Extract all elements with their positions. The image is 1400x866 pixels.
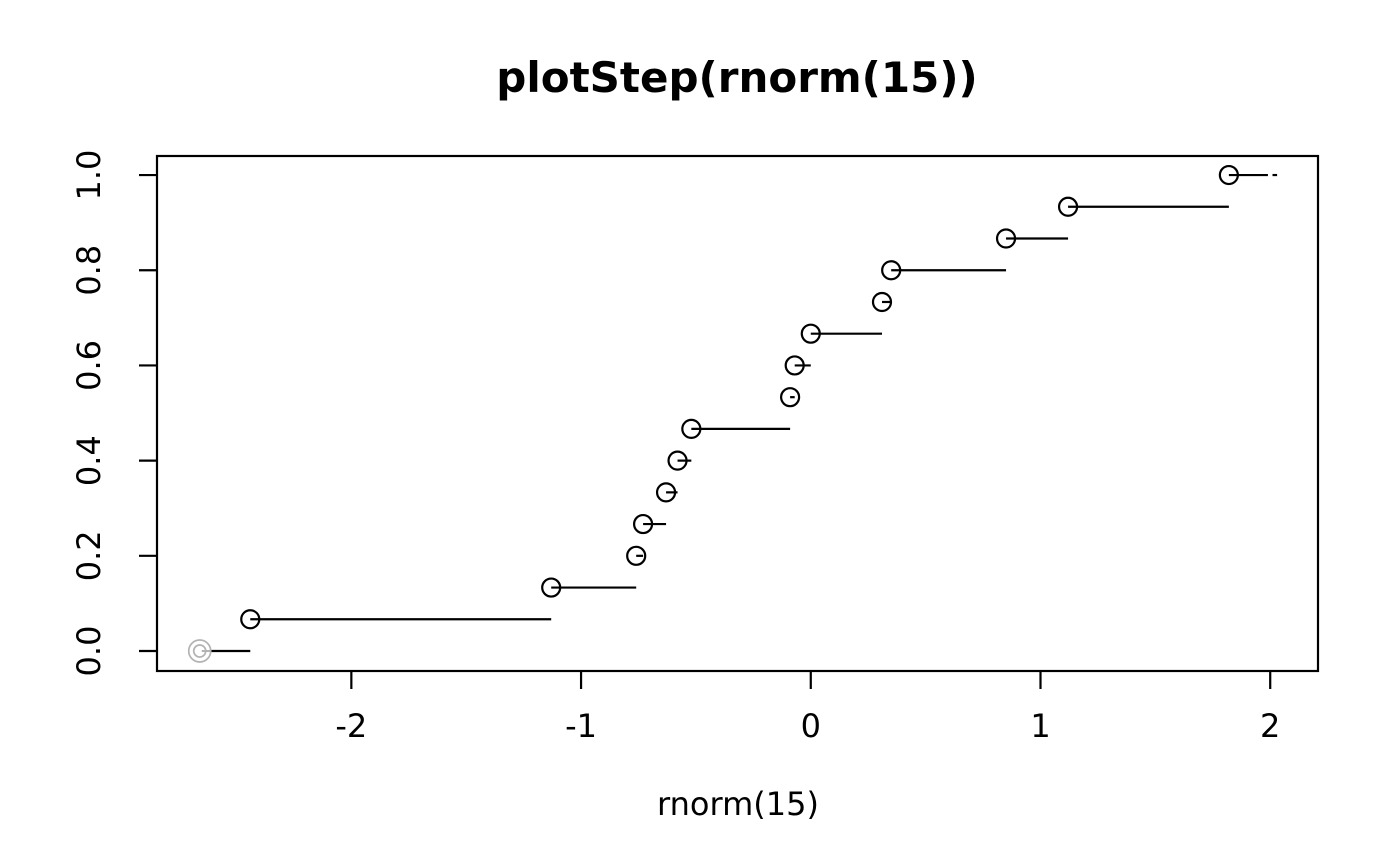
data-point-circle bbox=[667, 450, 688, 471]
data-point-circle bbox=[541, 577, 562, 598]
data-point-circle bbox=[655, 482, 677, 503]
x-tick-label: -2 bbox=[335, 707, 367, 745]
y-tick-label: 0.4 bbox=[70, 435, 108, 486]
y-tick-label: 0.2 bbox=[70, 530, 108, 581]
plot-area: -2 -1 0 1 2 0.0 0.2 0.4 0.6 0.8 1.0 bbox=[70, 150, 1320, 745]
start-point-outer-circle bbox=[187, 639, 212, 663]
y-tick-label: 1.0 bbox=[70, 150, 108, 201]
chart-title: plotStep(rnorm(15)) bbox=[496, 53, 977, 102]
data-point-circle bbox=[800, 323, 821, 344]
data-point-circle bbox=[632, 513, 654, 535]
x-axis-label: rnorm(15) bbox=[657, 785, 819, 823]
y-tick-label: 0.6 bbox=[70, 340, 108, 391]
data-point-circle bbox=[681, 418, 702, 439]
x-tick-label: 0 bbox=[801, 707, 821, 745]
data-point-circle bbox=[995, 228, 1017, 249]
data-point-circle bbox=[881, 260, 902, 281]
x-tick-label: -1 bbox=[565, 707, 597, 745]
y-tick-label: 0.0 bbox=[70, 626, 108, 677]
data-point-circle bbox=[240, 609, 261, 630]
data-point-circle bbox=[784, 355, 805, 376]
x-tick-label: 2 bbox=[1260, 707, 1280, 745]
data-point-circle bbox=[626, 545, 647, 566]
start-point-inner-circle bbox=[192, 644, 207, 658]
y-tick-label: 0.8 bbox=[70, 245, 108, 296]
data-point-circle bbox=[1057, 196, 1079, 217]
data-point-circle bbox=[780, 387, 801, 408]
plot-border bbox=[155, 154, 1320, 673]
data-point-circle bbox=[871, 291, 893, 313]
x-tick-label: 1 bbox=[1030, 707, 1050, 745]
data-point-circle bbox=[1218, 164, 1239, 186]
